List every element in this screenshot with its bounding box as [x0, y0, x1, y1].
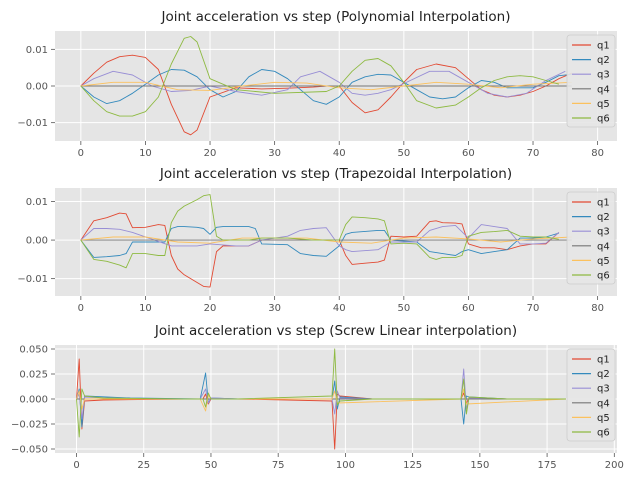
series-line-q6: [80, 194, 559, 269]
series-line-q6: [80, 36, 560, 117]
y-tick-label: −0.01: [17, 274, 48, 285]
y-tick-label: −0.01: [17, 118, 48, 129]
x-tick-label: 50: [205, 460, 218, 471]
chart-title: Joint acceleration vs step (Screw Linear…: [154, 323, 517, 339]
x-tick-label: 125: [403, 460, 422, 471]
chart-title: Joint acceleration vs step (Polynomial I…: [160, 9, 510, 25]
x-tick-label: 10: [139, 148, 152, 159]
legend-label: q6: [597, 271, 610, 282]
x-tick-label: 30: [268, 303, 281, 314]
x-tick-label: 0: [73, 460, 79, 471]
legend-label: q1: [597, 198, 610, 209]
series-line-q3: [80, 224, 560, 253]
series-line-q6: [76, 348, 566, 438]
y-tick-label: 0.01: [26, 45, 48, 56]
legend-label: q5: [597, 413, 610, 424]
x-tick-label: 100: [336, 460, 355, 471]
x-tick-label: 25: [137, 460, 150, 471]
legend-label: q5: [597, 99, 610, 110]
legend-label: q1: [597, 41, 610, 52]
legend-label: q2: [597, 55, 610, 66]
x-tick-label: 60: [462, 303, 475, 314]
x-tick-label: 175: [538, 460, 557, 471]
legend-label: q2: [597, 369, 610, 380]
y-tick-label: 0.050: [19, 345, 48, 356]
series-line-q2: [80, 226, 560, 258]
x-tick-label: 200: [605, 460, 624, 471]
y-tick-label: 0.000: [19, 395, 48, 406]
legend-label: q4: [597, 84, 610, 95]
chart-title: Joint acceleration vs step (Trapezoidal …: [159, 166, 512, 182]
y-tick-label: −0.050: [11, 445, 48, 456]
y-tick-label: 0.00: [26, 236, 48, 247]
x-tick-label: 60: [462, 148, 475, 159]
x-tick-label: 20: [204, 148, 217, 159]
legend-label: q5: [597, 256, 610, 267]
legend-label: q3: [597, 227, 610, 238]
x-tick-label: 50: [397, 303, 410, 314]
x-tick-label: 70: [527, 148, 540, 159]
x-tick-label: 80: [591, 148, 604, 159]
legend-label: q4: [597, 241, 610, 252]
x-tick-label: 0: [78, 148, 84, 159]
x-tick-label: 70: [527, 303, 540, 314]
x-tick-label: 150: [470, 460, 489, 471]
x-tick-label: 80: [591, 303, 604, 314]
chart-trapezoidal: Joint acceleration vs step (Trapezoidal …: [17, 166, 617, 314]
x-tick-label: 10: [139, 303, 152, 314]
legend-label: q2: [597, 212, 610, 223]
legend-label: q6: [597, 428, 610, 439]
legend-label: q4: [597, 398, 610, 409]
legend-label: q3: [597, 384, 610, 395]
legend-label: q6: [597, 114, 610, 125]
x-tick-label: 50: [397, 148, 410, 159]
y-tick-label: 0.025: [19, 370, 48, 381]
legend: q1 q2 q3 q4 q5 q6: [566, 191, 616, 285]
chart-screw-linear: Joint acceleration vs step (Screw Linear…: [11, 323, 624, 471]
x-tick-label: 75: [272, 460, 285, 471]
x-tick-label: 40: [333, 303, 346, 314]
x-tick-label: 20: [204, 303, 217, 314]
legend-label: q3: [597, 70, 610, 81]
y-tick-label: −0.025: [11, 420, 48, 431]
x-tick-label: 40: [333, 148, 346, 159]
series-line-q3: [80, 70, 566, 98]
y-tick-label: 0.00: [26, 82, 48, 93]
y-tick-label: 0.01: [26, 197, 48, 208]
x-tick-label: 30: [268, 148, 281, 159]
chart-polynomial: Joint acceleration vs step (Polynomial I…: [17, 9, 617, 159]
legend: q1 q2 q3 q4 q5 q6: [566, 348, 616, 442]
legend-label: q1: [597, 355, 610, 366]
series-line-q2: [80, 69, 572, 105]
legend: q1 q2 q3 q4 q5 q6: [566, 34, 616, 128]
x-tick-label: 0: [78, 303, 84, 314]
